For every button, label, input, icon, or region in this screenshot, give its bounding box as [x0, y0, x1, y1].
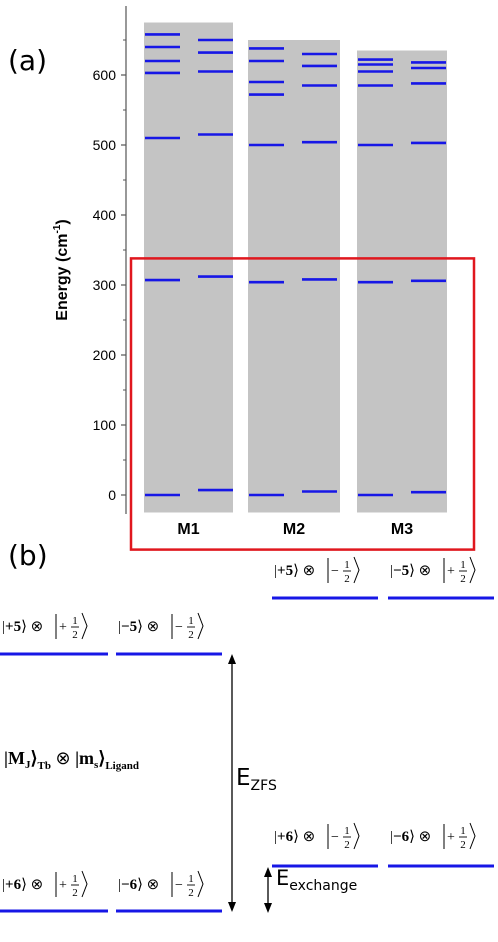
state-label: |−5⟩ ⊗ +1 2: [390, 556, 476, 585]
svg-text:+: +: [447, 564, 455, 579]
category-label: M3: [391, 521, 413, 538]
category-labels: M1 M2 M3: [177, 521, 413, 538]
svg-text:+: +: [447, 830, 455, 845]
svg-text:2: 2: [188, 887, 194, 899]
state-label: |+5⟩ ⊗ +1 2: [2, 612, 88, 641]
bands: [144, 22, 447, 513]
svg-text:|+6⟩ ⊗: |+6⟩ ⊗: [274, 829, 315, 845]
svg-text:|−5⟩ ⊗: |−5⟩ ⊗: [390, 563, 431, 579]
svg-text:2: 2: [72, 887, 78, 899]
state-label: |−6⟩ ⊗ +1 2: [390, 822, 476, 851]
y-tick-label: 100: [93, 417, 117, 433]
basis-label: |MJ⟩Tb ⊗ |ms⟩Ligand: [4, 748, 139, 772]
svg-text:1: 1: [460, 825, 466, 837]
svg-text:1: 1: [188, 873, 194, 885]
svg-text:2: 2: [344, 573, 350, 585]
svg-text:1: 1: [188, 615, 194, 627]
svg-text:+: +: [59, 878, 67, 893]
y-tick-label: 200: [93, 347, 117, 363]
state-levels: |+5⟩ ⊗ −12 |−5⟩ ⊗ +12|+5⟩ ⊗ +12 |−5⟩ ⊗ −12…: [0, 556, 494, 913]
svg-text:−: −: [331, 564, 339, 579]
y-tick-label: 600: [93, 67, 117, 83]
panel-label-b: (b): [8, 539, 48, 572]
category-label: M1: [177, 521, 199, 538]
y-tick-label: 400: [93, 207, 117, 223]
svg-text:2: 2: [460, 573, 466, 585]
svg-text:|−5⟩ ⊗: |−5⟩ ⊗: [118, 619, 159, 635]
exchange-arrow: [264, 867, 272, 913]
svg-text:|+5⟩ ⊗: |+5⟩ ⊗: [274, 563, 315, 579]
y-axis-ticks: 0 100 200 300 400 500 600: [93, 39, 126, 503]
panel-label-a: (a): [8, 44, 47, 77]
state-label: |+5⟩ ⊗ −1 2: [274, 556, 360, 585]
category-label: M2: [283, 521, 305, 538]
exchange-label: Eexchange: [276, 866, 357, 894]
svg-text:−: −: [175, 620, 183, 635]
svg-text:1: 1: [344, 559, 350, 571]
svg-text:1: 1: [344, 825, 350, 837]
energy-levels: [145, 33, 446, 497]
zfs-label: EZFS: [236, 765, 277, 794]
state-label: |+6⟩ ⊗ −1 2: [274, 822, 360, 851]
level-diagram: |+5⟩ ⊗ −12 |−5⟩ ⊗ +12|+5⟩ ⊗ +12 |−5⟩ ⊗ −12…: [0, 556, 494, 913]
svg-text:2: 2: [72, 629, 78, 641]
state-label: |−5⟩ ⊗ −1 2: [118, 612, 204, 641]
svg-text:−: −: [175, 878, 183, 893]
y-tick-label: 300: [93, 277, 117, 293]
zfs-arrow: [228, 654, 236, 912]
svg-text:2: 2: [188, 629, 194, 641]
svg-text:|−6⟩ ⊗: |−6⟩ ⊗: [118, 877, 159, 893]
svg-text:2: 2: [460, 839, 466, 851]
y-tick-label: 500: [93, 137, 117, 153]
band-M1: [144, 22, 233, 513]
svg-text:1: 1: [460, 559, 466, 571]
svg-text:|+6⟩ ⊗: |+6⟩ ⊗: [2, 877, 43, 893]
svg-text:|−6⟩ ⊗: |−6⟩ ⊗: [390, 829, 431, 845]
svg-text:−: −: [331, 830, 339, 845]
svg-text:1: 1: [72, 615, 78, 627]
svg-text:2: 2: [344, 839, 350, 851]
state-label: |+6⟩ ⊗ +1 2: [2, 870, 88, 899]
svg-text:1: 1: [72, 873, 78, 885]
energy-level-chart: 0 100 200 300 400 500 600 Energy (cm-1) M1 M2 M3: [52, 6, 476, 551]
svg-text:+: +: [59, 620, 67, 635]
state-label: |−6⟩ ⊗ −1 2: [118, 870, 204, 899]
highlight-box: [129, 257, 476, 551]
band-M2: [248, 40, 340, 513]
y-tick-label: 0: [108, 487, 116, 503]
svg-text:|+5⟩ ⊗: |+5⟩ ⊗: [2, 619, 43, 635]
y-axis-label: Energy (cm-1): [52, 219, 71, 320]
